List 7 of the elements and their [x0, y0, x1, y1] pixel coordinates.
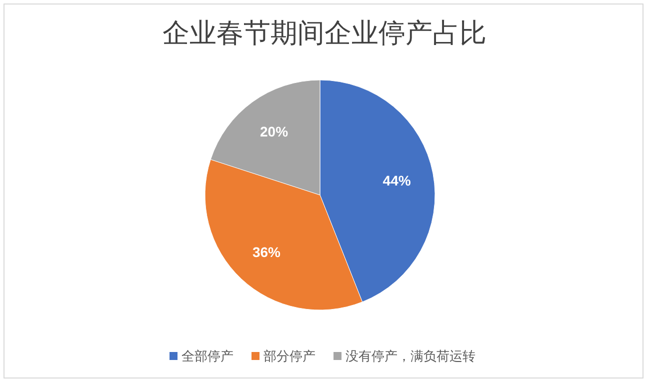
- legend-label: 没有停产，满负荷运转: [346, 348, 476, 364]
- data-label: 20%: [260, 124, 289, 140]
- legend-label: 全部停产: [182, 348, 234, 364]
- chart-title: 企业春节期间企业停产占比: [162, 18, 486, 48]
- data-label: 36%: [252, 244, 282, 260]
- legend-label: 部分停产: [264, 348, 316, 364]
- data-label: 44%: [382, 172, 412, 188]
